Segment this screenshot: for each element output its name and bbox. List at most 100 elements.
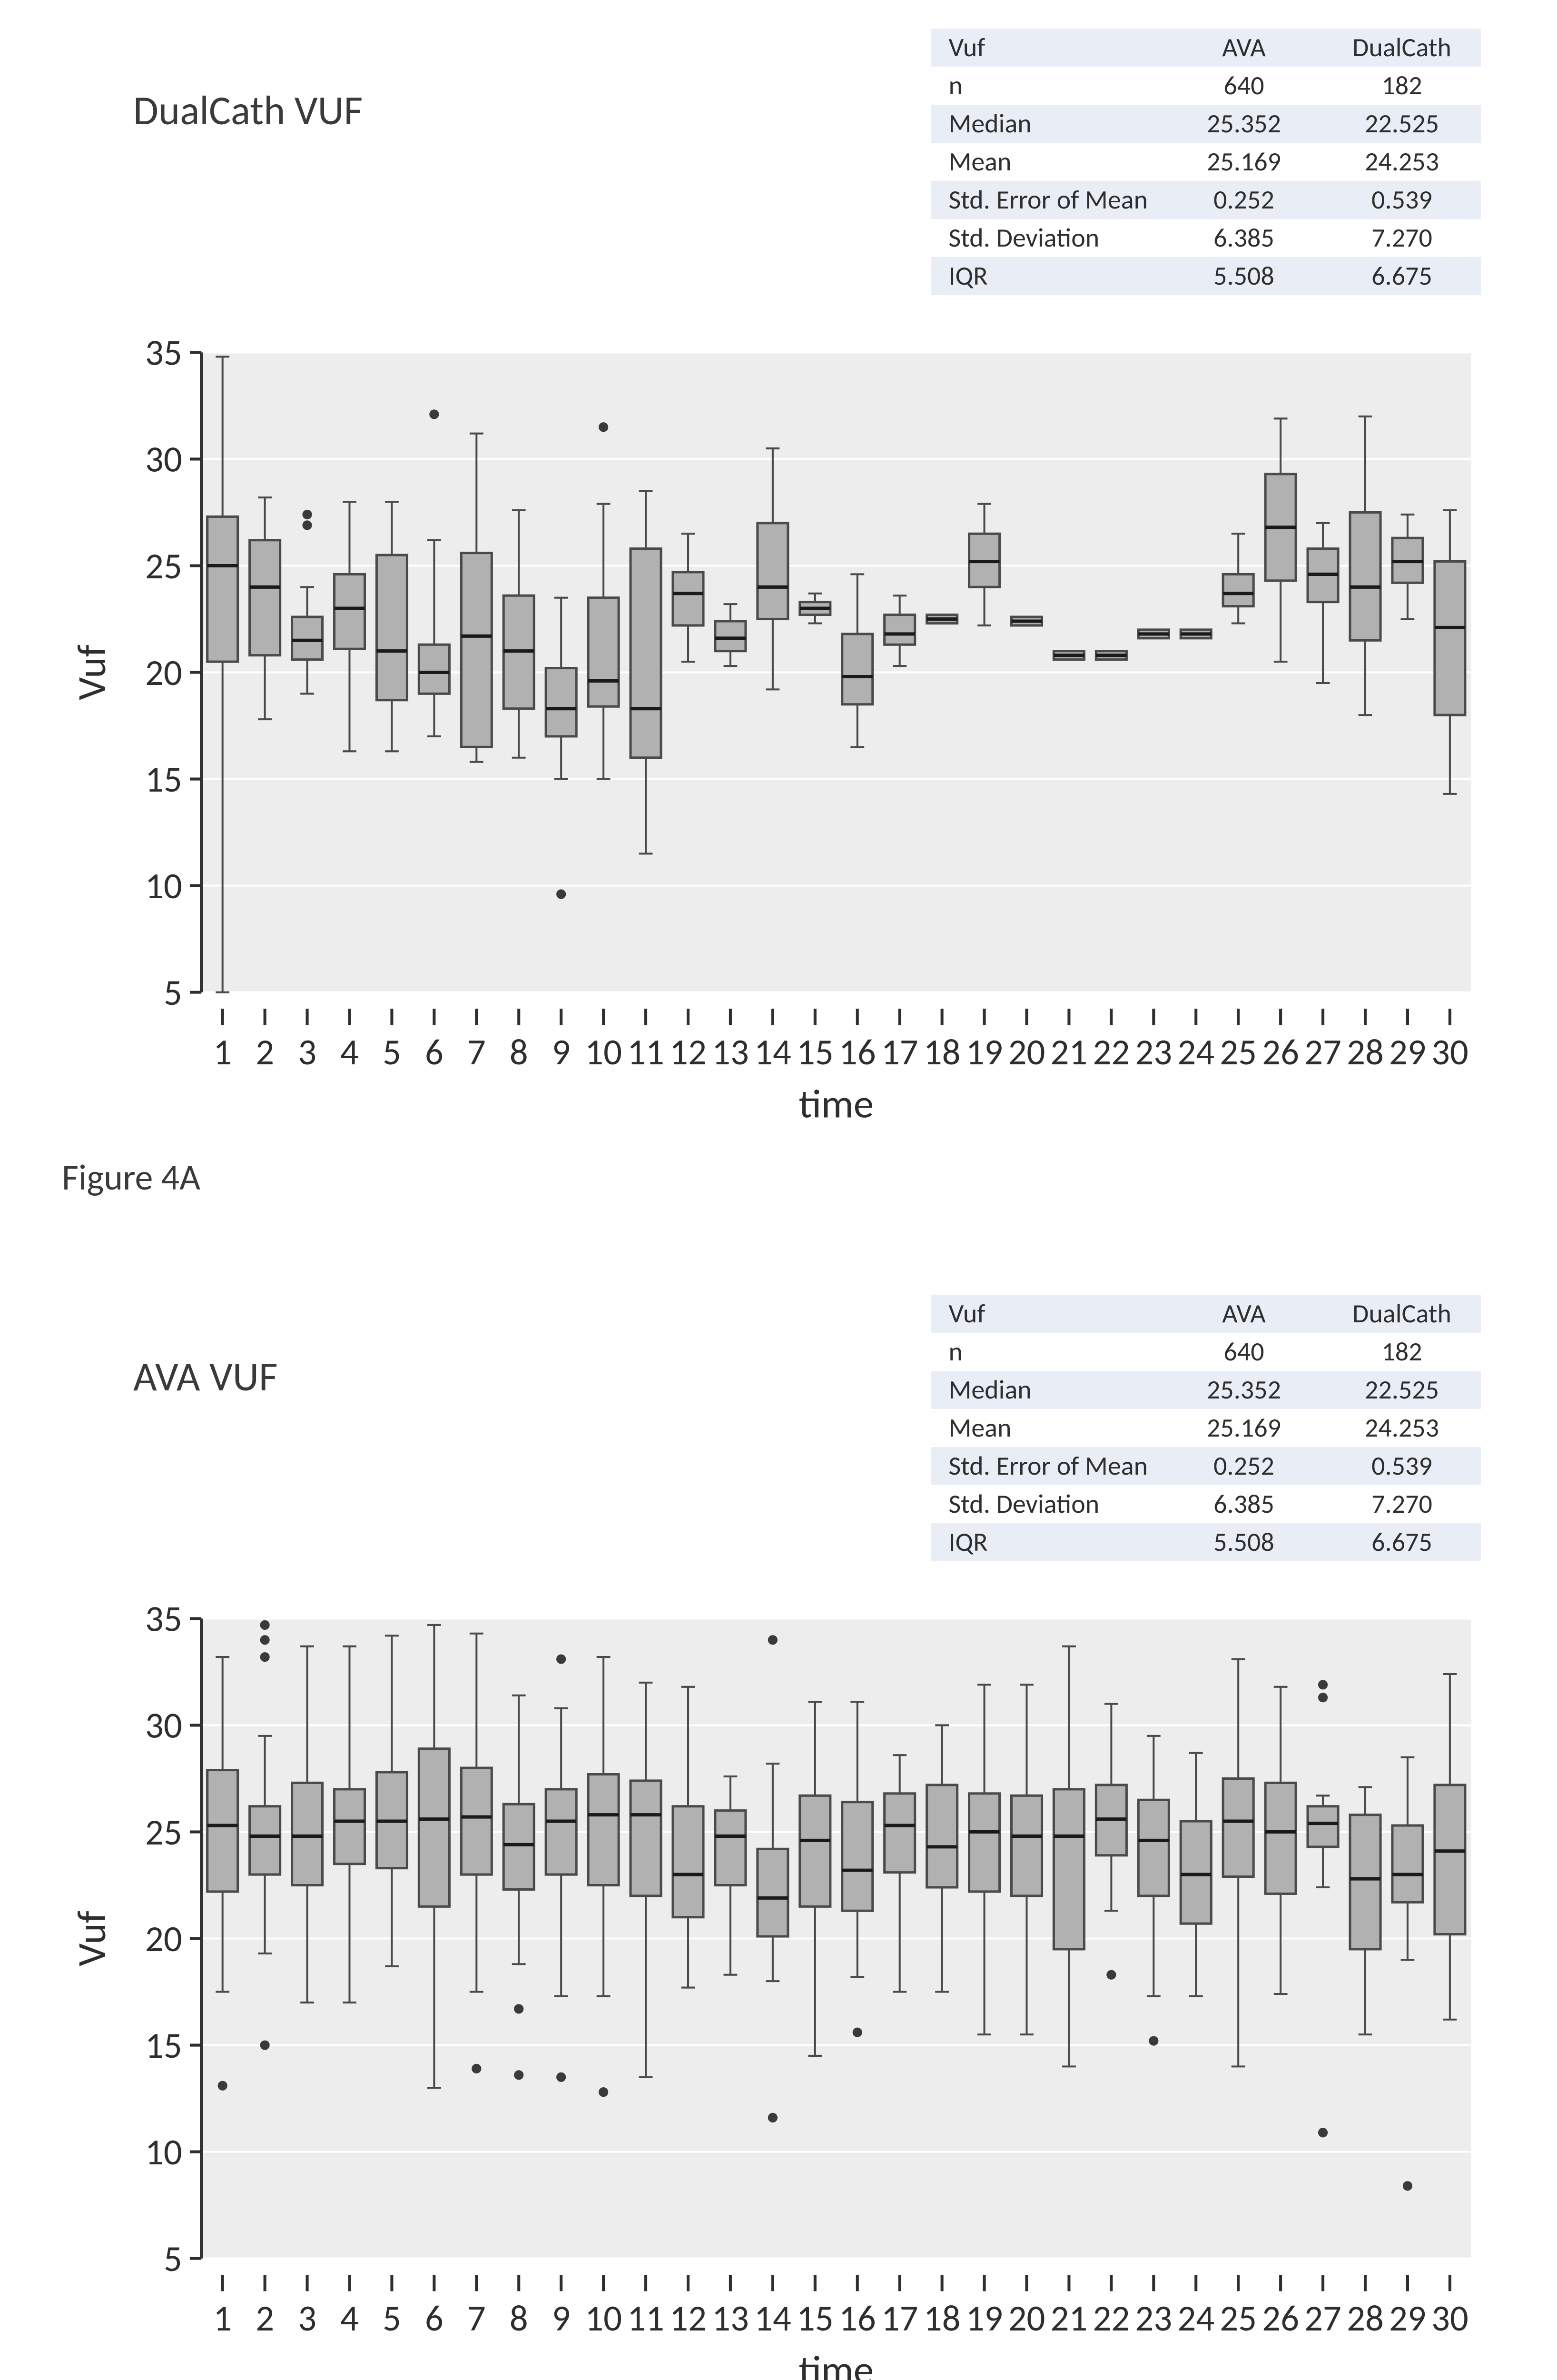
stats-row-label: n: [931, 1333, 1165, 1371]
svg-text:4: 4: [340, 2296, 359, 2340]
svg-text:2: 2: [256, 1030, 274, 1074]
svg-text:15: 15: [797, 1030, 834, 1074]
stats-row-label: Median: [931, 105, 1165, 143]
svg-text:11: 11: [627, 2296, 664, 2340]
svg-text:35: 35: [145, 1599, 182, 1641]
svg-text:24: 24: [1177, 2296, 1214, 2340]
svg-text:20: 20: [145, 1916, 182, 1961]
stats-row-val: 6.385: [1165, 219, 1323, 257]
svg-text:Vuf: Vuf: [67, 645, 116, 700]
stats-header-var: Vuf: [931, 29, 1165, 67]
svg-text:23: 23: [1135, 1030, 1172, 1074]
stats-row-label: Std. Error of Mean: [931, 1447, 1165, 1485]
stats-row-val: 0.539: [1323, 1447, 1481, 1485]
svg-text:21: 21: [1051, 1030, 1088, 1074]
caption-a: Figure 4A: [62, 1156, 1500, 1200]
svg-text:17: 17: [881, 1030, 918, 1074]
svg-text:12: 12: [670, 2296, 707, 2340]
stats-row-val: 5.508: [1165, 1523, 1323, 1561]
svg-text:22: 22: [1093, 1030, 1130, 1074]
svg-text:30: 30: [1431, 1030, 1468, 1074]
svg-text:13: 13: [712, 1030, 749, 1074]
svg-text:12: 12: [670, 1030, 707, 1074]
svg-text:19: 19: [966, 2296, 1003, 2340]
stats-header-var: Vuf: [931, 1295, 1165, 1333]
svg-text:4: 4: [340, 1030, 359, 1074]
chart-wrap-b: 5101520253035Vuf123456789101112131415161…: [57, 1599, 1500, 2380]
svg-text:10: 10: [585, 1030, 622, 1074]
svg-text:22: 22: [1093, 2296, 1130, 2340]
stats-row-val: 22.525: [1323, 1371, 1481, 1409]
panel-b-header: AVA VUF VufAVADualCathn640182Median25.35…: [57, 1295, 1500, 1561]
stats-row-val: 25.352: [1165, 1371, 1323, 1409]
svg-text:27: 27: [1304, 1030, 1341, 1074]
stats-row-val: 25.169: [1165, 1409, 1323, 1447]
svg-text:3: 3: [298, 2296, 316, 2340]
svg-text:18: 18: [924, 2296, 961, 2340]
chart-wrap-a: 5101520253035Vuf123456789101112131415161…: [57, 333, 1500, 1127]
svg-text:28: 28: [1347, 1030, 1384, 1074]
stats-row-label: IQR: [931, 257, 1165, 295]
svg-text:23: 23: [1135, 2296, 1172, 2340]
panel-a-header: DualCath VUF VufAVADualCathn640182Median…: [57, 29, 1500, 295]
stats-table-b: VufAVADualCathn640182Median25.35222.525M…: [931, 1295, 1481, 1561]
stats-row-label: Std. Error of Mean: [931, 181, 1165, 219]
svg-text:25: 25: [145, 1809, 182, 1854]
stats-row-val: 7.270: [1323, 219, 1481, 257]
stats-row-val: 6.385: [1165, 1485, 1323, 1523]
svg-text:30: 30: [1431, 2296, 1468, 2340]
svg-text:1: 1: [213, 2296, 232, 2340]
panel-a-title: DualCath VUF: [133, 86, 363, 136]
svg-text:25: 25: [145, 544, 182, 588]
svg-text:25: 25: [1220, 1030, 1257, 1074]
stats-row-label: n: [931, 67, 1165, 105]
stats-row-label: Mean: [931, 1409, 1165, 1447]
stats-row-val: 6.675: [1323, 257, 1481, 295]
svg-text:14: 14: [754, 1030, 791, 1074]
svg-text:19: 19: [966, 1030, 1003, 1074]
svg-text:time: time: [799, 2345, 874, 2380]
svg-text:11: 11: [627, 1030, 664, 1074]
stats-row-val: 640: [1165, 1333, 1323, 1371]
svg-text:1: 1: [213, 1030, 232, 1074]
stats-row-val: 5.508: [1165, 257, 1323, 295]
svg-text:2: 2: [256, 2296, 274, 2340]
svg-text:30: 30: [145, 1703, 182, 1747]
stats-row-val: 24.253: [1323, 1409, 1481, 1447]
svg-text:26: 26: [1262, 1030, 1299, 1074]
svg-text:5: 5: [383, 1030, 401, 1074]
svg-text:30: 30: [145, 437, 182, 482]
stats-header-col: DualCath: [1323, 1295, 1481, 1333]
svg-text:5: 5: [164, 970, 182, 1015]
svg-text:10: 10: [585, 2296, 622, 2340]
svg-text:16: 16: [839, 2296, 876, 2340]
svg-text:3: 3: [298, 1030, 316, 1074]
svg-text:17: 17: [881, 2296, 918, 2340]
stats-row-label: Mean: [931, 143, 1165, 181]
svg-text:6: 6: [425, 1030, 443, 1074]
boxplot-chart-b: 5101520253035Vuf123456789101112131415161…: [57, 1599, 1500, 2380]
stats-header-col: AVA: [1165, 1295, 1323, 1333]
svg-text:5: 5: [164, 2236, 182, 2281]
stats-row-val: 0.539: [1323, 181, 1481, 219]
stats-row-val: 640: [1165, 67, 1323, 105]
panel-a: DualCath VUF VufAVADualCathn640182Median…: [57, 29, 1500, 1200]
svg-text:29: 29: [1389, 2296, 1426, 2340]
svg-text:35: 35: [145, 333, 182, 375]
stats-header-col: DualCath: [1323, 29, 1481, 67]
panel-b-title: AVA VUF: [133, 1352, 277, 1402]
svg-text:21: 21: [1051, 2296, 1088, 2340]
stats-row-label: Median: [931, 1371, 1165, 1409]
svg-text:15: 15: [145, 2023, 182, 2067]
svg-text:10: 10: [145, 2129, 182, 2174]
boxplot-chart-a: 5101520253035Vuf123456789101112131415161…: [57, 333, 1500, 1127]
stats-row-val: 182: [1323, 67, 1481, 105]
stats-table-a: VufAVADualCathn640182Median25.35222.525M…: [931, 29, 1481, 295]
svg-text:26: 26: [1262, 2296, 1299, 2340]
svg-text:20: 20: [145, 650, 182, 695]
svg-text:5: 5: [383, 2296, 401, 2340]
svg-text:24: 24: [1177, 1030, 1214, 1074]
svg-text:6: 6: [425, 2296, 443, 2340]
page: DualCath VUF VufAVADualCathn640182Median…: [0, 0, 1557, 2380]
stats-row-val: 6.675: [1323, 1523, 1481, 1561]
